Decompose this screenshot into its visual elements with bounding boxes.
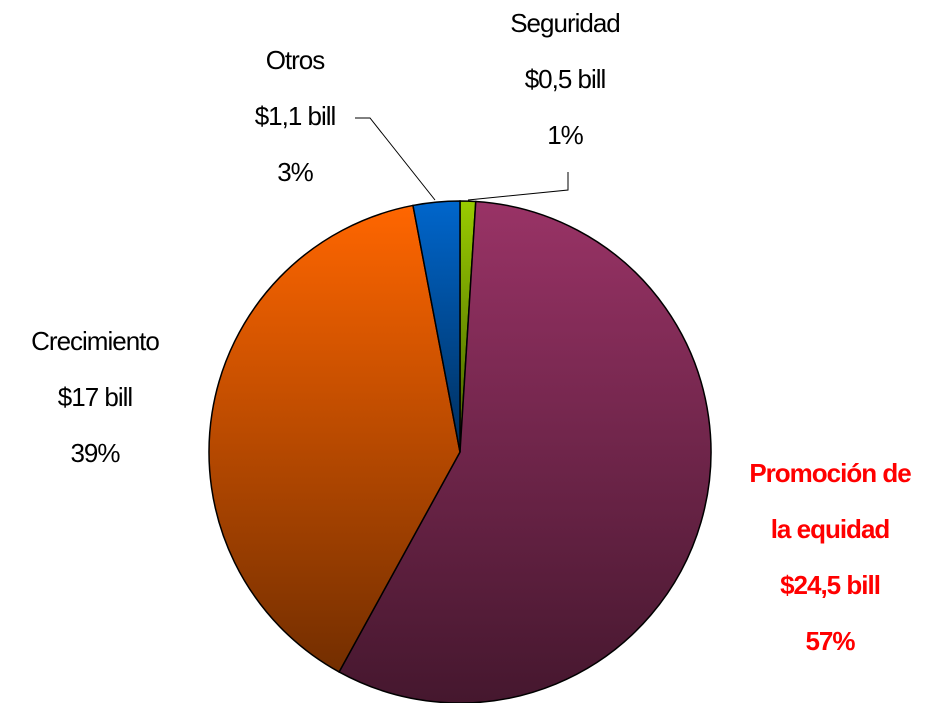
- slice-percent: 1%: [547, 120, 583, 150]
- slice-percent: 39%: [70, 438, 120, 468]
- slice-amount: $1,1 bill: [255, 101, 336, 131]
- slice-label: Otros: [266, 45, 326, 75]
- leader-line: [355, 117, 436, 201]
- slice-percent: 3%: [277, 157, 313, 187]
- slice-percent: 57%: [805, 626, 855, 656]
- slice-amount: $0,5 bill: [525, 64, 606, 94]
- slice-label: Promoción de la equidad: [749, 458, 911, 544]
- pie-slice: [412, 200, 461, 453]
- slice-amount: $24,5 bill: [780, 570, 880, 600]
- slice-amount: $17 bill: [58, 382, 133, 412]
- slice-label: Crecimiento: [31, 326, 159, 356]
- pie-slice: [208, 204, 461, 673]
- slice-label: Seguridad: [510, 8, 620, 38]
- leader-line: [467, 172, 569, 201]
